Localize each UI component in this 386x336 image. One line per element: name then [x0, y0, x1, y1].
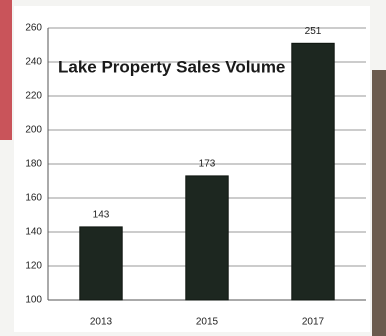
left-edge [0, 0, 12, 140]
y-tick-label: 220 [25, 91, 42, 102]
y-tick-label: 120 [25, 261, 42, 272]
y-tick-label: 160 [25, 193, 42, 204]
bar [185, 175, 229, 301]
right-edge [372, 70, 386, 336]
chart-title: Lake Property Sales Volume [58, 57, 285, 76]
y-tick-label: 180 [25, 159, 42, 170]
y-tick-label: 260 [25, 23, 42, 34]
bar [79, 226, 123, 301]
data-label: 143 [93, 210, 110, 221]
y-tick-label: 240 [25, 57, 42, 68]
data-label: 173 [199, 159, 216, 170]
title-backdrop [56, 54, 262, 82]
y-tick-label: 140 [25, 227, 42, 238]
y-tick-label: 100 [25, 295, 42, 306]
x-tick-label: 2015 [196, 317, 219, 328]
x-tick-label: 2013 [90, 317, 113, 328]
bar [291, 42, 335, 301]
x-tick-label: 2017 [302, 317, 325, 328]
data-label: 251 [305, 26, 322, 37]
y-tick-label: 200 [25, 125, 42, 136]
